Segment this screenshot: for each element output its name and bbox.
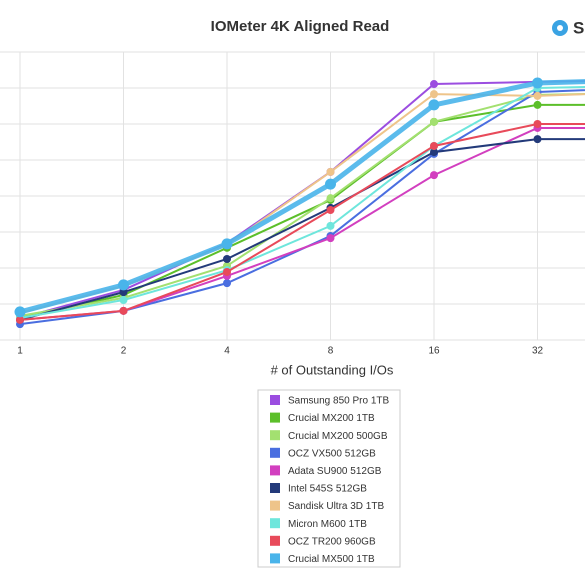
data-point: [430, 171, 438, 180]
data-point: [533, 91, 542, 100]
legend-label: OCZ TR200 960GB: [288, 536, 376, 547]
x-axis-label: # of Outstanding I/Os: [271, 362, 394, 377]
x-tick-label: 1: [17, 346, 23, 357]
data-point: [118, 279, 129, 291]
logo-text: S: [573, 18, 584, 37]
series-line: [19, 103, 585, 320]
legend-swatch: [270, 395, 280, 405]
data-point: [428, 99, 440, 111]
x-tick-label: 4: [224, 346, 230, 357]
logo-icon-inner: [557, 25, 563, 31]
data-point: [326, 167, 335, 176]
data-point: [326, 194, 335, 203]
legend-label: Crucial MX200 500GB: [288, 431, 388, 442]
legend-label: Micron M600 1TB: [288, 519, 367, 530]
legend-swatch: [270, 535, 280, 546]
legend-label: Intel 545S 512GB: [288, 484, 367, 495]
legend-label: Samsung 850 Pro 1TB: [288, 396, 389, 407]
legend-swatch: [270, 430, 280, 441]
data-point: [221, 238, 233, 250]
data-point: [223, 255, 231, 263]
legend-swatch: [270, 412, 280, 423]
data-point: [532, 77, 543, 89]
data-point: [119, 296, 128, 305]
data-point: [326, 221, 335, 230]
legend-label: Adata SU900 512GB: [288, 466, 382, 477]
series-line: [19, 93, 585, 317]
data-point: [326, 206, 335, 215]
data-point: [430, 117, 438, 126]
data-point: [14, 306, 26, 318]
legend-label: Sandisk Ultra 3D 1TB: [288, 501, 384, 512]
legend-label: OCZ VX500 512GB: [288, 448, 376, 459]
data-point: [326, 234, 335, 243]
x-tick-label: 32: [532, 346, 544, 357]
data-point: [533, 135, 542, 144]
legend-swatch: [270, 465, 280, 476]
legend-swatch: [270, 518, 280, 529]
data-point: [430, 90, 438, 99]
data-point: [119, 306, 128, 315]
data-point: [223, 267, 231, 276]
data-point: [430, 80, 438, 89]
legend-label: Crucial MX500 1TB: [288, 554, 375, 565]
legend-label: Crucial MX200 1TB: [288, 413, 375, 424]
data-point: [119, 288, 128, 297]
x-tick-label: 2: [121, 346, 127, 357]
data-point: [533, 120, 542, 128]
series-line: [19, 138, 585, 321]
chart-title: IOMeter 4K Aligned Read: [211, 18, 390, 35]
legend-swatch: [270, 483, 280, 493]
legend-swatch: [270, 447, 280, 458]
legend-box: [257, 389, 401, 568]
data-point: [16, 315, 24, 324]
data-point: [223, 279, 231, 288]
legend-swatch: [270, 553, 280, 564]
x-tick-label: 8: [328, 346, 334, 357]
x-tick-label: 16: [428, 346, 440, 357]
data-point: [533, 100, 542, 109]
data-point: [430, 141, 438, 150]
data-point: [325, 178, 336, 190]
legend-swatch: [270, 500, 280, 511]
data-point: [430, 148, 438, 157]
